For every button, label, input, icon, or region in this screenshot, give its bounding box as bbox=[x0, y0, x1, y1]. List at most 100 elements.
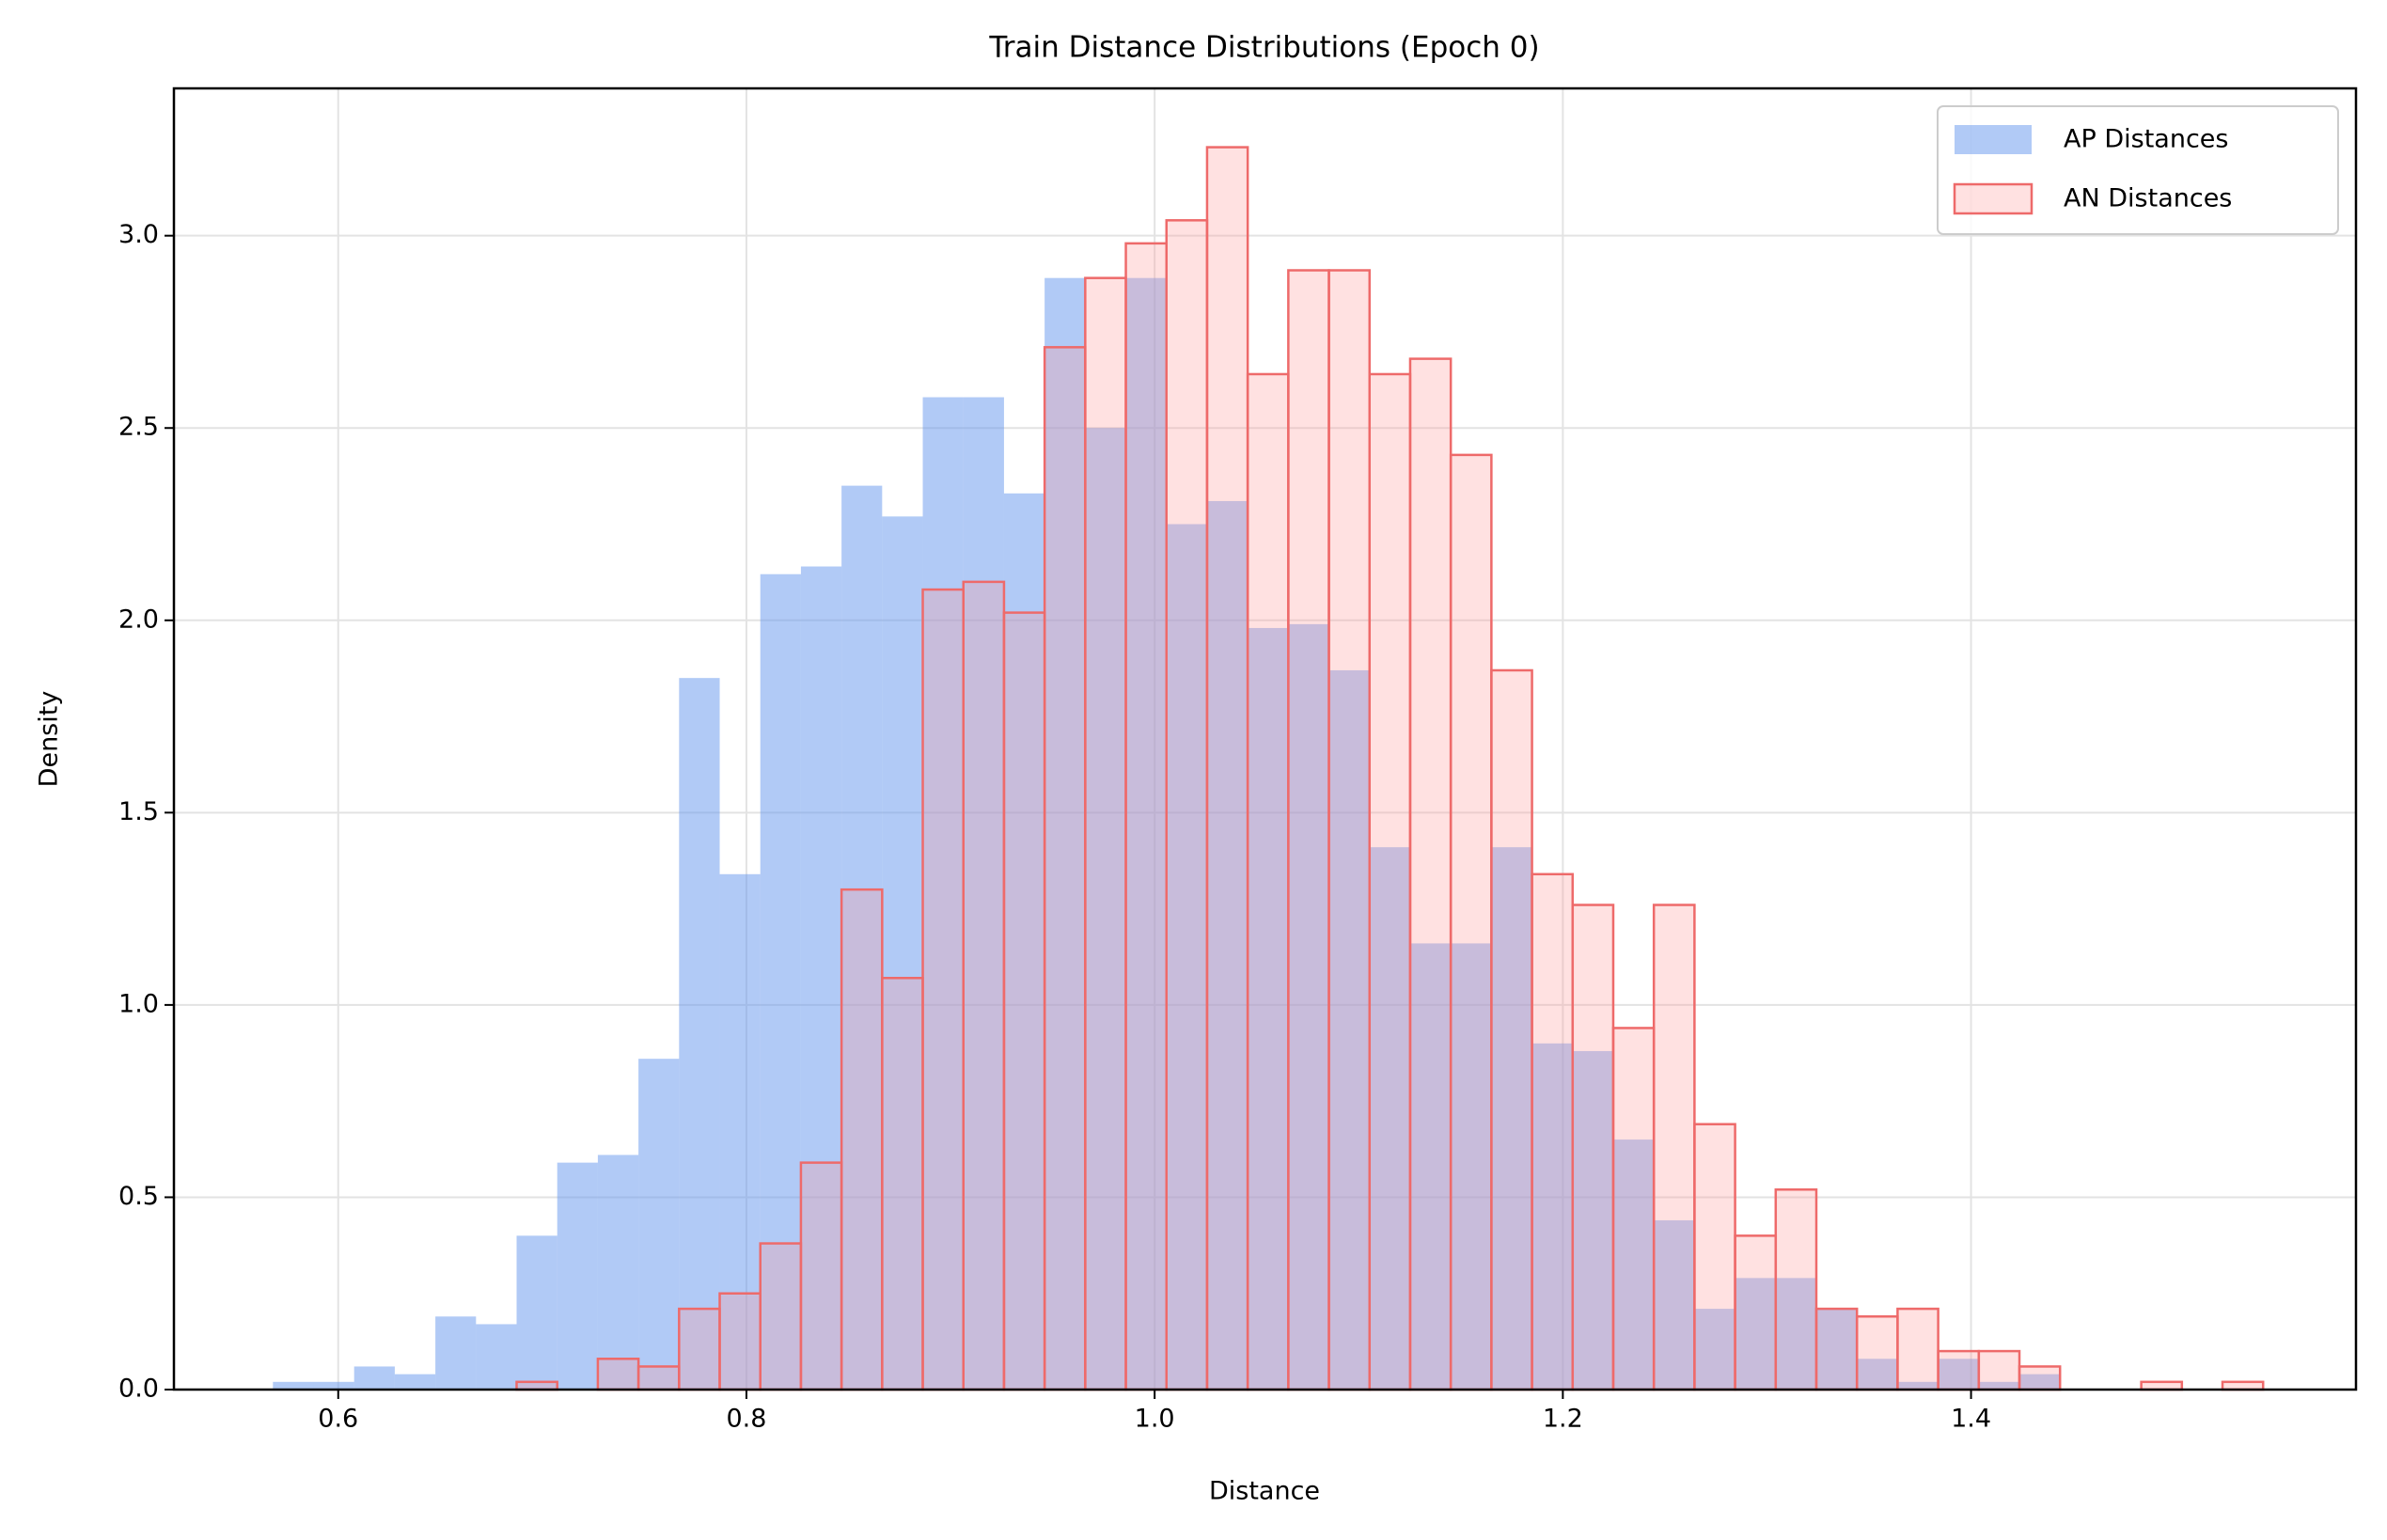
histogram-bar bbox=[759, 1242, 803, 1391]
histogram-bar bbox=[882, 516, 923, 1390]
histogram-bar bbox=[313, 1381, 354, 1390]
histogram-bar bbox=[1531, 1043, 1573, 1390]
histogram-bar bbox=[1287, 269, 1330, 1391]
histogram-bar bbox=[1368, 372, 1412, 1391]
histogram-bar bbox=[1490, 668, 1533, 1391]
histogram-bar bbox=[1693, 1123, 1736, 1391]
histogram-bar bbox=[1978, 1381, 2020, 1390]
axes-frame bbox=[172, 86, 2358, 1391]
histogram-bar bbox=[1612, 1139, 1655, 1390]
histogram-bar bbox=[1977, 1349, 2021, 1391]
histogram-bar bbox=[921, 588, 965, 1391]
histogram-bar bbox=[1814, 1307, 1859, 1391]
histogram-bar bbox=[557, 1162, 598, 1390]
histogram-bar bbox=[636, 1365, 681, 1391]
histogram-bar bbox=[799, 1161, 843, 1391]
histogram-bar bbox=[273, 1381, 314, 1390]
x-tick-label: 1.4 bbox=[1951, 1405, 1991, 1434]
histogram-bar bbox=[476, 1324, 517, 1390]
histogram-bar bbox=[1206, 500, 1248, 1390]
histogram-bar bbox=[760, 574, 801, 1390]
histogram-bar bbox=[1531, 872, 1575, 1391]
histogram-bar bbox=[596, 1358, 640, 1391]
x-axis-label: Distance bbox=[1209, 1477, 1320, 1506]
x-tick-label: 0.8 bbox=[726, 1405, 766, 1434]
histogram-bar bbox=[1409, 943, 1452, 1390]
histogram-bar bbox=[1571, 904, 1615, 1391]
histogram-bar bbox=[1246, 372, 1290, 1391]
legend-swatch bbox=[1953, 182, 2034, 215]
histogram-bar bbox=[2018, 1365, 2062, 1391]
histogram-bar bbox=[1775, 1278, 1816, 1390]
histogram-bar bbox=[1248, 627, 1289, 1390]
histogram-bar bbox=[1002, 611, 1046, 1391]
histogram-bar bbox=[1652, 904, 1696, 1391]
y-tick-label: 1.0 bbox=[118, 989, 159, 1018]
x-tick-label: 0.6 bbox=[318, 1405, 358, 1434]
histogram-bar bbox=[1896, 1307, 1939, 1391]
histogram-bar bbox=[394, 1374, 436, 1390]
y-tick-label: 2.0 bbox=[118, 605, 159, 634]
histogram-bar bbox=[1288, 623, 1329, 1390]
histogram-bar bbox=[1774, 1188, 1818, 1391]
ticks: 0.6 0.8 1.0 1.2 1.4 0.0 0.5 1.0 1.5 2.0 2.5 3.0 bbox=[118, 220, 1991, 1433]
histogram-bar bbox=[353, 1366, 395, 1390]
histogram-bar bbox=[1937, 1349, 1981, 1391]
histogram-bar bbox=[1044, 277, 1086, 1390]
y-tick-label: 2.5 bbox=[118, 413, 159, 442]
histogram-bar bbox=[1855, 1315, 1899, 1391]
histogram-bar bbox=[2019, 1374, 2061, 1390]
bars bbox=[273, 146, 2265, 1391]
histogram-bar bbox=[1449, 453, 1493, 1391]
chart-title: Train Distance Distributions (Epoch 0) bbox=[988, 31, 1539, 65]
y-tick-label: 0.5 bbox=[118, 1182, 159, 1211]
histogram-bar bbox=[1735, 1278, 1776, 1390]
histogram-bar bbox=[922, 397, 964, 1391]
y-tick-label: 1.5 bbox=[118, 797, 159, 826]
histogram-bar bbox=[800, 566, 842, 1390]
y-tick-label: 0.0 bbox=[118, 1375, 159, 1404]
histogram-bar bbox=[1451, 943, 1492, 1390]
histogram-bar bbox=[638, 1059, 680, 1390]
legend-label: AN Distances bbox=[2064, 184, 2232, 213]
histogram-bar bbox=[1125, 277, 1167, 1390]
x-tick-label: 1.0 bbox=[1135, 1405, 1175, 1434]
histogram-bar bbox=[963, 397, 1004, 1391]
histogram-bar bbox=[1369, 847, 1410, 1390]
histogram-bar bbox=[516, 1235, 557, 1390]
histogram-bar bbox=[1694, 1309, 1735, 1390]
histogram-bar bbox=[679, 678, 720, 1390]
histogram-bar bbox=[1166, 524, 1207, 1390]
histogram-bar bbox=[1611, 1027, 1656, 1391]
histogram-bar bbox=[840, 888, 884, 1391]
x-tick-label: 1.2 bbox=[1543, 1405, 1583, 1434]
histogram-bar bbox=[1491, 847, 1532, 1390]
histogram-bar bbox=[841, 485, 883, 1390]
histogram-bar bbox=[1572, 1050, 1613, 1390]
histogram-bar bbox=[1815, 1309, 1858, 1390]
histogram-bar bbox=[1084, 276, 1127, 1391]
legend-box bbox=[1937, 105, 2339, 235]
histogram-bar bbox=[1408, 357, 1453, 1391]
legend-label: AP Distances bbox=[2064, 125, 2228, 154]
histogram-bar bbox=[718, 1292, 762, 1391]
histogram-bar bbox=[1165, 219, 1209, 1391]
histogram-bar bbox=[1654, 1219, 1695, 1390]
histogram-bar bbox=[1124, 242, 1168, 1391]
histogram-bar bbox=[1003, 493, 1045, 1390]
histogram-bar bbox=[1897, 1381, 1939, 1390]
histogram-bar bbox=[1327, 269, 1372, 1391]
histogram-bar bbox=[1328, 669, 1370, 1390]
histogram-bar bbox=[1085, 428, 1126, 1390]
histogram-bar bbox=[1734, 1234, 1778, 1391]
histogram-bar bbox=[597, 1155, 639, 1390]
histogram-bar bbox=[1938, 1359, 1979, 1390]
legend: AP Distances AN Distances bbox=[1937, 105, 2339, 235]
histogram-bar bbox=[435, 1316, 477, 1390]
legend-swatch bbox=[1955, 125, 2032, 154]
y-axis-label: Density bbox=[35, 691, 64, 788]
histogram-bar bbox=[719, 873, 761, 1390]
histogram-bar bbox=[1043, 346, 1087, 1391]
histogram-bar bbox=[881, 977, 924, 1391]
